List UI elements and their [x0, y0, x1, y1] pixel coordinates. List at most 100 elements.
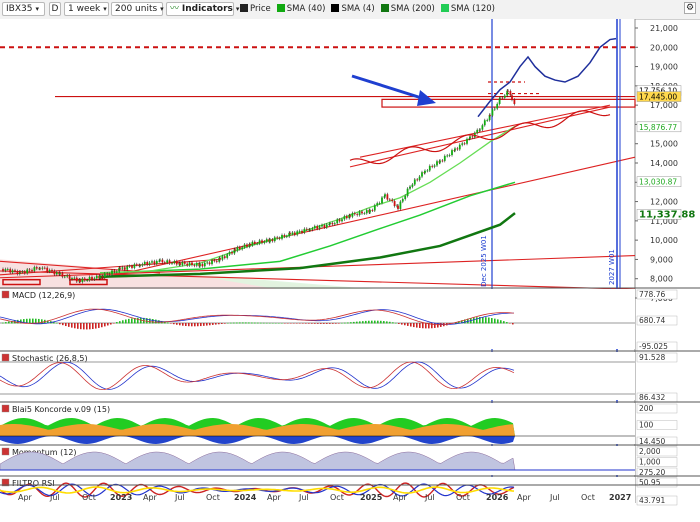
price-candle — [101, 276, 104, 278]
macd-bar — [59, 323, 61, 325]
macd-bar — [386, 321, 388, 324]
price-candle — [321, 225, 323, 227]
price-candle — [219, 258, 221, 260]
legend-item-3[interactable]: SMA (200) — [380, 0, 435, 19]
price-candle — [188, 262, 191, 266]
legend-item-0[interactable]: Price — [240, 0, 271, 19]
macd-bar — [494, 318, 496, 324]
period-selector[interactable]: 1 week ▾ — [64, 2, 109, 16]
macd-bar — [329, 323, 331, 324]
chart-area[interactable]: 21,00020,00019,00018,00017,00016,00015,0… — [0, 19, 700, 522]
macd-bar — [68, 323, 70, 327]
price-candle — [383, 196, 386, 198]
price-candle — [123, 267, 126, 270]
legend-swatch — [276, 4, 285, 12]
x-axis-label: Apr — [18, 493, 33, 502]
macd-bar — [299, 323, 301, 324]
macd-bar — [410, 323, 412, 327]
legend-swatch — [380, 4, 389, 12]
legend-item-2[interactable]: SMA (4) — [331, 0, 375, 19]
x-axis-label: Oct — [206, 493, 220, 502]
macd-bar — [248, 322, 250, 324]
price-candle — [454, 148, 456, 151]
macd-bar — [350, 322, 352, 324]
panel-title: Momentum (12) — [12, 448, 77, 457]
price-candle — [253, 241, 256, 244]
macd-bar — [134, 318, 136, 324]
macd-bar — [296, 323, 298, 324]
macd-bar — [464, 319, 466, 324]
price-candle — [363, 213, 366, 215]
panel-tag-bg — [636, 420, 678, 430]
macd-bar — [347, 322, 349, 324]
macd-bar — [47, 320, 49, 324]
price-candle — [103, 273, 106, 278]
macd-bar — [89, 323, 91, 330]
macd-bar — [209, 323, 211, 326]
price-tag-bg — [636, 121, 682, 133]
macd-bar — [338, 323, 340, 324]
price-candle — [81, 278, 84, 283]
momentum-area — [0, 451, 516, 471]
macd-bar — [119, 321, 121, 324]
price-candle — [113, 270, 116, 272]
macd-bar — [311, 323, 313, 324]
settings-icon[interactable]: ⚙ — [684, 2, 696, 14]
price-candle — [79, 279, 81, 283]
legend-item-4[interactable]: SMA (120) — [440, 0, 495, 19]
macd-bar — [98, 323, 100, 328]
price-candle — [511, 95, 513, 100]
projection-line — [477, 37, 617, 118]
zone-rect — [2, 278, 41, 286]
macd-bar — [53, 321, 55, 324]
price-candle — [486, 120, 489, 121]
panel-tag-bg — [636, 315, 678, 326]
macd-bar — [419, 323, 421, 328]
price-candle — [203, 262, 206, 267]
x-axis-label: Jul — [49, 493, 60, 502]
macd-bar — [251, 322, 253, 324]
symbol-selector[interactable]: IBX35 ▾ — [2, 2, 45, 16]
macd-bar — [152, 319, 154, 324]
price-candle — [208, 262, 211, 265]
price-candle — [241, 247, 244, 250]
price-candle — [66, 275, 69, 277]
price-candle — [503, 95, 506, 98]
legend-item-1[interactable]: SMA (40) — [276, 0, 325, 19]
price-candle — [33, 267, 36, 271]
price-candle — [313, 226, 316, 229]
price-candle — [161, 259, 164, 263]
price-candle — [424, 170, 426, 173]
price-candle — [406, 188, 409, 196]
price-candle — [305, 228, 308, 230]
panel-bg — [0, 352, 635, 400]
panel-tag: -95.025 — [639, 342, 668, 351]
price-candle — [99, 276, 101, 279]
price-candle — [428, 165, 431, 171]
price-tag-bg — [636, 209, 682, 220]
panel-tag: 1,000 — [639, 458, 661, 467]
macd-bar — [164, 321, 166, 324]
macd-bar — [488, 317, 490, 324]
macd-bar — [365, 320, 367, 324]
price-candle — [391, 199, 394, 202]
indicators-button[interactable]: 〰 Indicators ▾ — [166, 2, 239, 16]
price-candle — [115, 271, 118, 273]
price-candle — [269, 239, 271, 242]
macd-bar — [245, 322, 247, 324]
d-button[interactable]: D — [49, 2, 61, 16]
price-candle — [51, 270, 53, 272]
panel-tag: 91.528 — [639, 353, 665, 362]
price-candle — [28, 269, 31, 271]
macd-bar — [122, 320, 124, 324]
price-candle — [59, 273, 61, 275]
macd-bar — [236, 322, 238, 324]
price-candle — [413, 179, 416, 185]
chevron-down-icon: ▾ — [235, 5, 240, 13]
units-selector[interactable]: 200 units ▾ — [111, 2, 164, 16]
price-candle — [213, 260, 216, 262]
macd-bar — [2, 322, 4, 324]
macd-bar — [95, 323, 97, 329]
price-axis-label: 9,000 — [650, 255, 673, 264]
price-candle — [451, 150, 453, 156]
